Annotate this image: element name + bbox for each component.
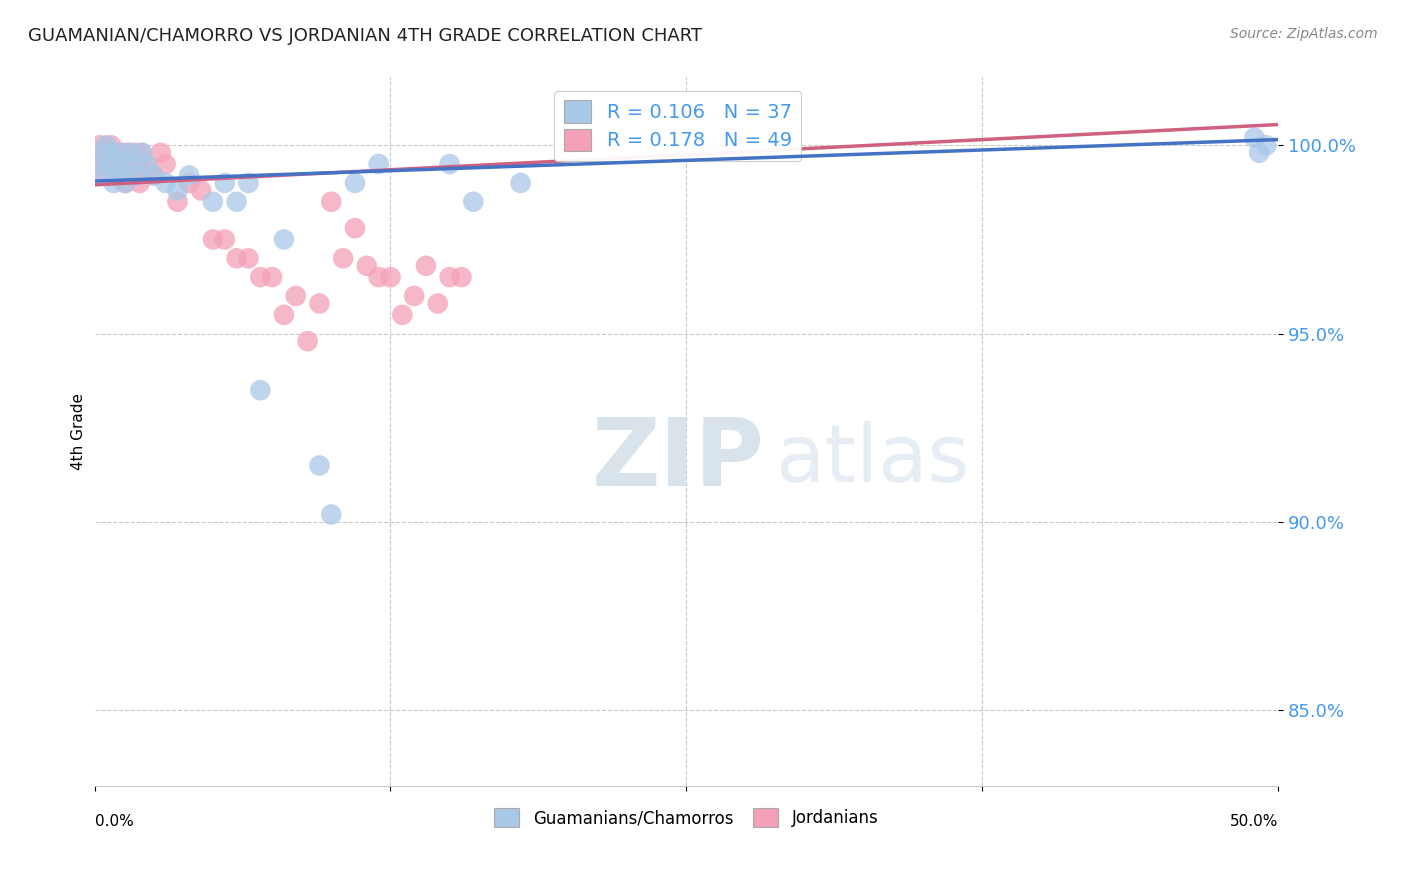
Point bbox=[166, 194, 188, 209]
Point bbox=[121, 157, 143, 171]
Point bbox=[273, 232, 295, 246]
Point bbox=[367, 270, 389, 285]
Point bbox=[391, 308, 413, 322]
Point bbox=[111, 157, 134, 171]
Point bbox=[166, 184, 188, 198]
Point bbox=[104, 157, 127, 171]
Point bbox=[97, 157, 120, 171]
Point bbox=[142, 169, 165, 183]
Point bbox=[238, 176, 260, 190]
Point bbox=[463, 194, 485, 209]
Point bbox=[155, 157, 177, 171]
Point bbox=[214, 176, 236, 190]
Point bbox=[190, 184, 212, 198]
Point bbox=[225, 194, 247, 209]
Text: 0.0%: 0.0% bbox=[94, 814, 134, 830]
Point bbox=[100, 138, 122, 153]
Point bbox=[1256, 138, 1278, 153]
Point bbox=[131, 145, 153, 160]
Point bbox=[343, 176, 366, 190]
Point bbox=[90, 157, 112, 171]
Point bbox=[308, 296, 330, 310]
Point bbox=[117, 145, 139, 160]
Point bbox=[100, 145, 122, 160]
Point bbox=[404, 289, 426, 303]
Point bbox=[93, 145, 115, 160]
Point bbox=[249, 270, 271, 285]
Y-axis label: 4th Grade: 4th Grade bbox=[72, 393, 86, 470]
Point bbox=[96, 169, 118, 183]
Point bbox=[509, 176, 531, 190]
Point bbox=[201, 232, 224, 246]
Text: ZIP: ZIP bbox=[592, 414, 765, 506]
Point bbox=[97, 157, 120, 171]
Point bbox=[367, 157, 389, 171]
Point bbox=[96, 138, 118, 153]
Point bbox=[155, 176, 177, 190]
Point bbox=[201, 194, 224, 209]
Point bbox=[225, 252, 247, 266]
Point bbox=[439, 157, 461, 171]
Point bbox=[249, 383, 271, 397]
Text: atlas: atlas bbox=[775, 421, 970, 499]
Point bbox=[135, 157, 157, 171]
Point bbox=[111, 157, 134, 171]
Point bbox=[107, 169, 129, 183]
Point bbox=[415, 259, 437, 273]
Point bbox=[128, 176, 150, 190]
Point bbox=[89, 157, 111, 171]
Point bbox=[321, 194, 343, 209]
Point bbox=[103, 176, 125, 190]
Point bbox=[110, 145, 132, 160]
Point bbox=[107, 169, 129, 183]
Point bbox=[238, 252, 260, 266]
Point bbox=[332, 252, 354, 266]
Point bbox=[179, 169, 201, 183]
Point bbox=[214, 232, 236, 246]
Point bbox=[149, 145, 172, 160]
Point bbox=[127, 157, 149, 171]
Text: 50.0%: 50.0% bbox=[1230, 814, 1278, 830]
Point bbox=[120, 157, 142, 171]
Point bbox=[131, 145, 153, 160]
Point bbox=[179, 176, 201, 190]
Point bbox=[90, 145, 112, 160]
Point bbox=[121, 169, 143, 183]
Text: Source: ZipAtlas.com: Source: ZipAtlas.com bbox=[1230, 27, 1378, 41]
Text: GUAMANIAN/CHAMORRO VS JORDANIAN 4TH GRADE CORRELATION CHART: GUAMANIAN/CHAMORRO VS JORDANIAN 4TH GRAD… bbox=[28, 27, 702, 45]
Point bbox=[439, 270, 461, 285]
Point bbox=[356, 259, 378, 273]
Point bbox=[120, 145, 142, 160]
Point bbox=[114, 176, 136, 190]
Point bbox=[321, 508, 343, 522]
Point bbox=[142, 169, 165, 183]
Point bbox=[262, 270, 284, 285]
Point bbox=[93, 169, 115, 183]
Point bbox=[114, 176, 136, 190]
Point bbox=[343, 221, 366, 235]
Point bbox=[86, 145, 108, 160]
Point bbox=[89, 138, 111, 153]
Point bbox=[297, 334, 319, 348]
Point bbox=[110, 145, 132, 160]
Point bbox=[273, 308, 295, 322]
Point bbox=[1249, 145, 1271, 160]
Point bbox=[124, 145, 146, 160]
Point bbox=[104, 157, 127, 171]
Legend: Guamanians/Chamorros, Jordanians: Guamanians/Chamorros, Jordanians bbox=[488, 802, 884, 834]
Point bbox=[308, 458, 330, 473]
Point bbox=[127, 169, 149, 183]
Point bbox=[380, 270, 402, 285]
Point bbox=[450, 270, 472, 285]
Point bbox=[284, 289, 307, 303]
Point bbox=[135, 157, 157, 171]
Point bbox=[1243, 130, 1265, 145]
Point bbox=[103, 145, 125, 160]
Point bbox=[426, 296, 449, 310]
